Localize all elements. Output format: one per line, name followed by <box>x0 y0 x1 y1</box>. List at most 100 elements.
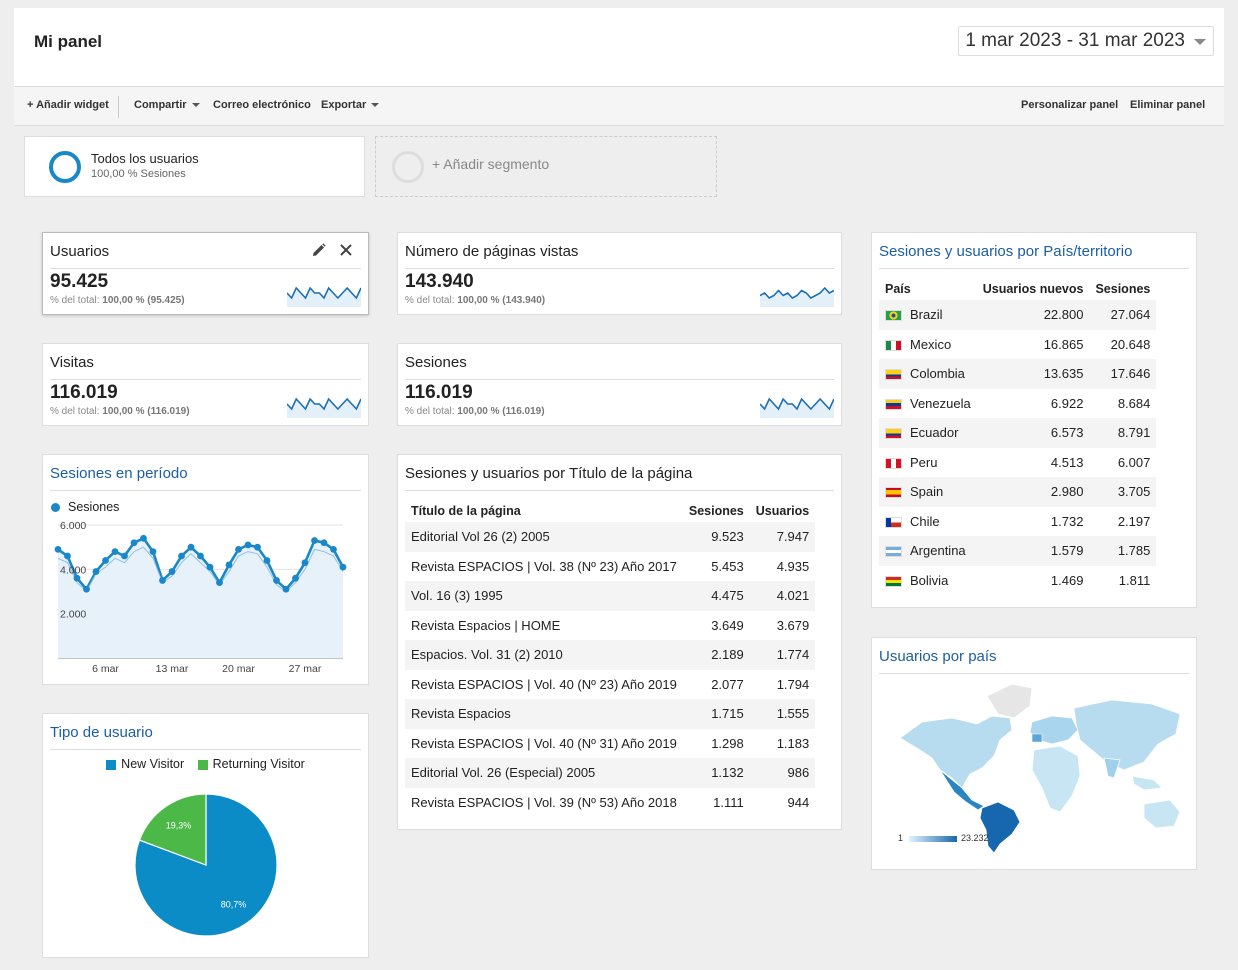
table-row[interactable]: Revista Espacios 1.715 1.555 <box>405 699 816 729</box>
data-point[interactable] <box>168 568 176 575</box>
data-point[interactable] <box>149 548 157 555</box>
metric-widget-users[interactable]: Usuarios 95.425 % del total: 100,00 % (9… <box>42 232 369 315</box>
table-row[interactable]: Revista ESPACIOS | Vol. 40 (Nº 31) Año 2… <box>405 729 815 759</box>
data-point[interactable] <box>311 537 318 544</box>
data-point[interactable] <box>244 541 252 549</box>
table-row[interactable]: Mexico 16.865 20.648 <box>879 330 1156 360</box>
table-row[interactable]: Revista ESPACIOS | Vol. 39 (Nº 53) Año 2… <box>405 788 815 818</box>
page-title-cell[interactable]: Revista ESPACIOS | Vol. 40 (Nº 23) Año 2… <box>411 676 677 692</box>
metric-widget-visits[interactable]: Visitas 116.019 % del total: 100,00 % (1… <box>42 343 369 426</box>
email-button[interactable]: Correo electrónico <box>213 99 311 111</box>
column-header[interactable]: Sesiones <box>688 503 744 518</box>
table-row[interactable]: Colombia 13.635 17.646 <box>879 359 1157 389</box>
users-map-widget[interactable]: Usuarios por país 1 23.232 <box>871 637 1197 870</box>
page-title-cell[interactable]: Revista ESPACIOS | Vol. 40 (Nº 31) Año 2… <box>411 735 677 751</box>
pie-slice[interactable] <box>138 793 207 866</box>
greenland-region[interactable] <box>986 683 1033 719</box>
data-point[interactable] <box>254 543 261 551</box>
table-row[interactable]: Bolivia 1.469 1.811 <box>879 566 1156 596</box>
country-cell[interactable]: Ecuador <box>879 418 977 448</box>
country-cell[interactable]: Colombia <box>879 359 977 389</box>
page-title-cell[interactable]: Vol. 16 (3) 1995 <box>411 588 503 604</box>
data-point[interactable] <box>292 574 299 582</box>
data-point[interactable] <box>54 545 62 553</box>
data-point[interactable] <box>330 545 337 553</box>
data-point[interactable] <box>92 568 100 575</box>
page-title-cell[interactable]: Revista Espacios | HOME <box>411 617 561 633</box>
page-title-cell[interactable]: Editorial Vol 26 (2) 2005 <box>411 529 550 545</box>
table-row[interactable]: Ecuador 6.573 8.791 <box>879 418 1157 448</box>
metric-widget-pageviews[interactable]: Número de páginas vistas 143.940 % del t… <box>397 232 842 315</box>
data-point[interactable] <box>121 552 128 560</box>
data-point[interactable] <box>111 548 119 555</box>
country-cell[interactable]: Mexico <box>879 330 977 360</box>
table-row[interactable]: Spain 2.980 3.705 <box>879 477 1157 507</box>
data-point[interactable] <box>320 539 328 547</box>
data-point[interactable] <box>83 585 90 593</box>
data-point[interactable] <box>206 563 214 571</box>
data-point[interactable] <box>263 557 271 564</box>
country-cell[interactable]: Brazil <box>879 300 977 330</box>
column-header[interactable]: Sesiones <box>1095 281 1151 296</box>
data-point[interactable] <box>339 563 347 571</box>
table-row[interactable]: Espacios. Vol. 31 (2) 2010 2.189 1.774 <box>405 640 816 670</box>
data-point[interactable] <box>102 557 109 564</box>
delete-dashboard-button[interactable]: Eliminar panel <box>1130 99 1206 111</box>
data-point[interactable] <box>159 577 166 584</box>
widget-title[interactable]: Tipo de usuario <box>50 724 153 741</box>
edit-pencil-icon[interactable] <box>311 243 327 259</box>
table-row[interactable]: Revista ESPACIOS | Vol. 40 (Nº 23) Año 2… <box>405 670 815 700</box>
north-america-region[interactable] <box>899 715 1013 789</box>
asia-region[interactable] <box>1073 699 1181 771</box>
table-row[interactable]: Editorial Vol. 26 (Especial) 2005 1.132 98… <box>405 758 816 788</box>
customize-dashboard-button[interactable]: Personalizar panel <box>1021 99 1119 111</box>
data-point[interactable] <box>216 579 223 587</box>
add-segment-button[interactable]: + Añadir segmento <box>375 136 717 197</box>
data-point[interactable] <box>187 543 195 551</box>
page-title-cell[interactable]: Revista ESPACIOS | Vol. 38 (Nº 23) Año 2… <box>411 558 677 574</box>
data-point[interactable] <box>140 534 147 542</box>
data-point[interactable] <box>178 552 185 560</box>
country-cell[interactable]: Bolivia <box>879 566 977 596</box>
south-america-region[interactable] <box>979 801 1021 853</box>
spain-region[interactable] <box>1031 733 1043 743</box>
data-point[interactable] <box>73 574 81 582</box>
data-point[interactable] <box>273 577 280 584</box>
column-header[interactable]: Usuarios nuevos <box>982 281 1084 296</box>
table-row[interactable]: Venezuela 6.922 8.684 <box>879 389 1156 419</box>
data-point[interactable] <box>235 545 242 553</box>
table-row[interactable]: Chile 1.732 2.197 <box>879 507 1156 537</box>
column-header[interactable]: País <box>885 281 911 296</box>
data-point[interactable] <box>301 559 309 567</box>
table-row[interactable]: Vol. 16 (3) 1995 4.475 4.021 <box>405 581 816 611</box>
page-title-cell[interactable]: Espacios. Vol. 31 (2) 2010 <box>411 647 563 663</box>
table-row[interactable]: Editorial Vol 26 (2) 2005 9.523 7.947 <box>405 522 816 552</box>
metric-widget-sessions[interactable]: Sesiones 116.019 % del total: 100,00 % (… <box>397 343 842 426</box>
date-range-picker[interactable]: 1 mar 2023 - 31 mar 2023 <box>958 26 1214 56</box>
widget-title[interactable]: Sesiones y usuarios por País/territorio <box>879 243 1133 260</box>
africa-region[interactable] <box>1031 745 1081 813</box>
user-type-widget[interactable]: Tipo de usuario New Visitor Returning Vi… <box>42 713 369 958</box>
data-point[interactable] <box>64 552 71 560</box>
widget-title[interactable]: Sesiones en período <box>50 465 188 482</box>
page-title-cell[interactable]: Revista Espacios <box>411 706 511 722</box>
country-table-widget[interactable]: Sesiones y usuarios por País/territorio … <box>871 232 1197 608</box>
column-header[interactable]: Usuarios <box>755 503 810 518</box>
table-row[interactable]: Argentina 1.579 1.785 <box>879 536 1157 566</box>
add-widget-button[interactable]: + Añadir widget <box>27 99 109 111</box>
table-row[interactable]: Revista Espacios | HOME 3.649 3.679 <box>405 611 815 641</box>
country-cell[interactable]: Chile <box>879 507 977 537</box>
data-point[interactable] <box>282 585 290 593</box>
data-point[interactable] <box>197 552 204 560</box>
country-cell[interactable]: Peru <box>879 448 977 478</box>
export-button[interactable]: Exportar <box>321 99 380 111</box>
widget-title[interactable]: Usuarios por país <box>879 648 997 665</box>
sessions-period-widget[interactable]: Sesiones en período Sesiones 6.000 4.000 2… <box>42 454 369 685</box>
table-row[interactable]: Peru 4.513 6.007 <box>879 448 1156 478</box>
column-header[interactable]: Título de la página <box>411 503 521 518</box>
page-title-cell[interactable]: Revista ESPACIOS | Vol. 39 (Nº 53) Año 2… <box>411 794 677 810</box>
country-cell[interactable]: Venezuela <box>879 389 977 419</box>
southeast-asia-region[interactable] <box>1131 775 1163 791</box>
india-region[interactable] <box>1103 757 1121 779</box>
data-point[interactable] <box>130 539 138 547</box>
